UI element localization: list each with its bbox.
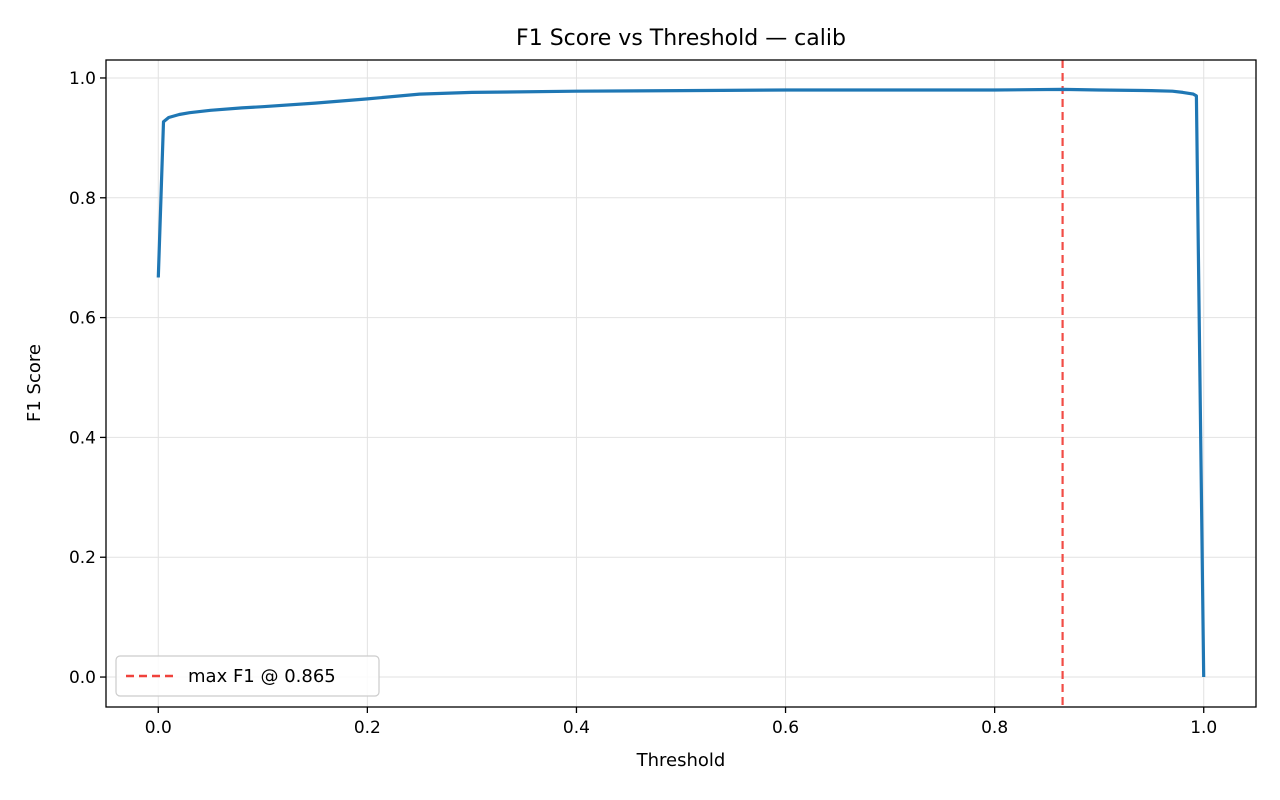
- plot-frame: [105, 59, 1257, 708]
- legend-label-max-f1: max F1 @ 0.865: [188, 666, 336, 687]
- grid: [106, 60, 1256, 707]
- y-tick-label: 0.0: [69, 668, 96, 688]
- chart-title: F1 Score vs Threshold — calib: [516, 26, 846, 51]
- y-tick-label: 0.8: [69, 189, 96, 209]
- x-tick-label: 0.4: [563, 718, 590, 738]
- y-tick-label: 1.0: [69, 69, 96, 89]
- y-tick-label: 0.6: [69, 309, 96, 329]
- f1-curve-line: [156, 87, 1206, 678]
- x-tick-label: 1.0: [1190, 718, 1217, 738]
- x-tick-label: 0.8: [981, 718, 1008, 738]
- y-tick-label: 0.4: [69, 428, 96, 448]
- x-axis-ticks: 0.0 0.2 0.4 0.6 0.8 1.0: [145, 707, 1217, 738]
- series-layer: [156, 87, 1206, 678]
- x-axis-label: Threshold: [636, 750, 726, 771]
- x-tick-label: 0.2: [354, 718, 381, 738]
- legend-box: [115, 655, 380, 697]
- x-tick-label: 0.6: [772, 718, 799, 738]
- y-tick-label: 0.2: [69, 548, 96, 568]
- legend: max F1 @ 0.865: [115, 655, 380, 697]
- y-axis-ticks: 0.0 0.2 0.4 0.6 0.8 1.0: [69, 69, 106, 688]
- y-axis-label: F1 Score: [24, 344, 45, 422]
- x-tick-label: 0.0: [145, 718, 172, 738]
